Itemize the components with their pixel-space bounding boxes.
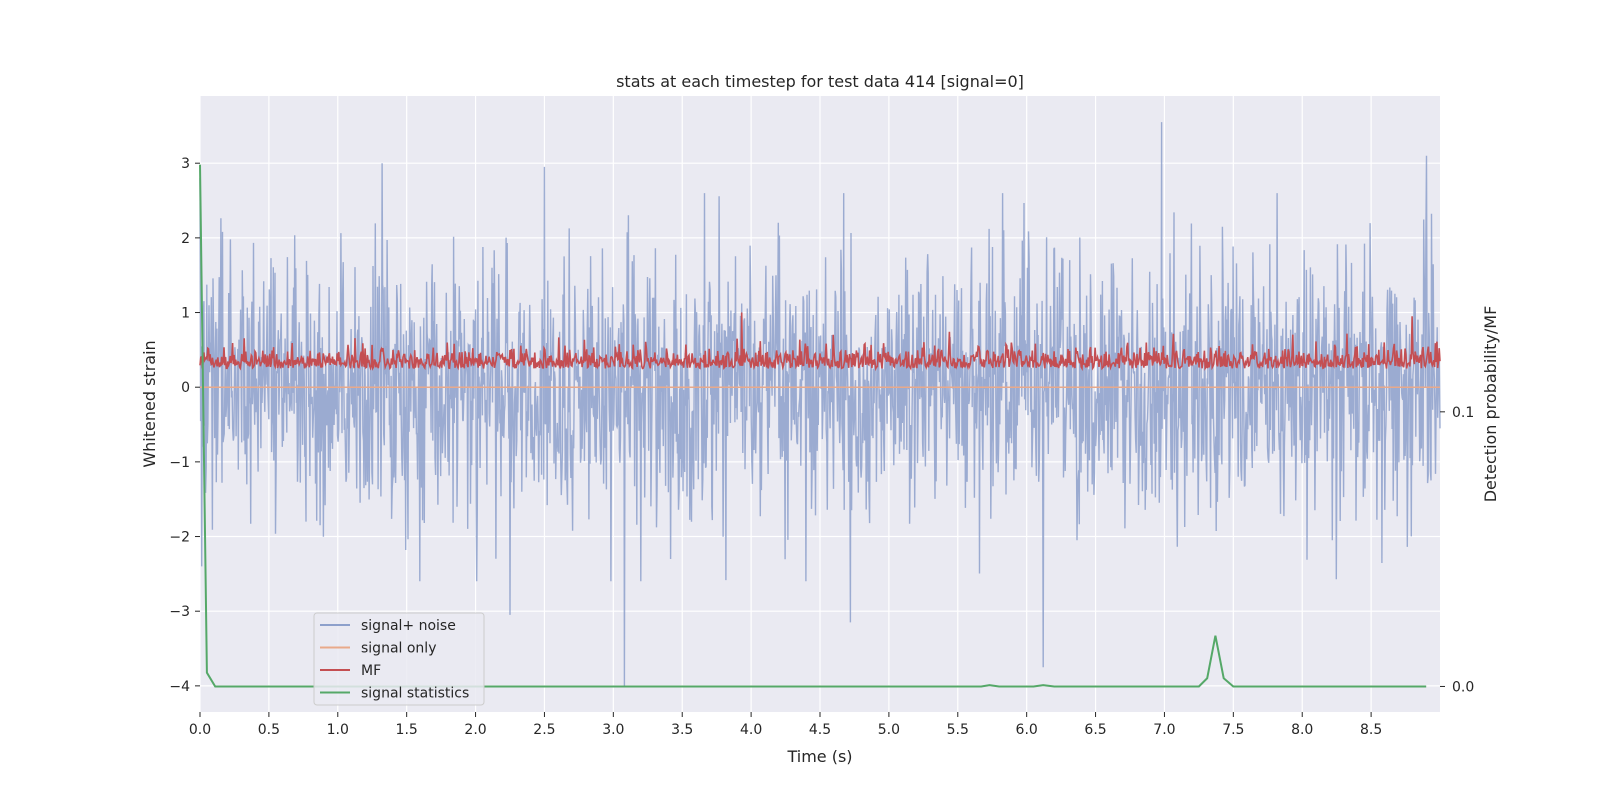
series-signal-plus-noise — [199, 122, 1441, 686]
y-tick-label: 1 — [181, 306, 190, 322]
y-tick-label: −2 — [169, 530, 190, 546]
y2-tick-label: 0.0 — [1452, 679, 1474, 695]
x-tick-label: 1.0 — [327, 722, 349, 738]
y-tick-label: −4 — [169, 679, 190, 695]
y-tick-label: −3 — [169, 604, 190, 620]
y-tick-label: 0 — [181, 380, 190, 396]
x-tick-label: 3.0 — [602, 722, 624, 738]
x-tick-label: 7.5 — [1222, 722, 1244, 738]
y-axis-left: 3 2 1 0 −1 −2 −3 −4 — [169, 156, 200, 695]
x-tick-label: 6.5 — [1084, 722, 1106, 738]
y2-tick-label: 0.1 — [1452, 405, 1474, 421]
x-tick-label: 5.5 — [947, 722, 969, 738]
x-tick-label: 5.0 — [878, 722, 900, 738]
x-tick-label: 4.5 — [809, 722, 831, 738]
x-tick-label: 4.0 — [740, 722, 762, 738]
legend-entry: MF — [361, 663, 381, 679]
x-tick-label: 6.0 — [1016, 722, 1038, 738]
x-tick-label: 3.5 — [671, 722, 693, 738]
x-tick-label: 8.0 — [1291, 722, 1313, 738]
x-tick-label: 0.0 — [189, 722, 211, 738]
legend-entry: signal statistics — [361, 686, 469, 702]
x-tick-label: 7.0 — [1153, 722, 1175, 738]
x-axis: 0.0 0.5 1.0 1.5 2.0 2.5 3.0 3.5 4.0 4.5 5.0 5.5 6.0 6… — [189, 712, 1382, 738]
y-tick-label: 3 — [181, 156, 190, 172]
legend-entry: signal only — [361, 641, 436, 657]
series-mf — [199, 312, 1441, 372]
x-tick-label: 2.0 — [464, 722, 486, 738]
x-tick-label: 0.5 — [258, 722, 280, 738]
y-axis-right: 0.1 0.0 — [1440, 405, 1474, 695]
legend-entry: signal+ noise — [361, 618, 456, 634]
y-axis-label: Whitened strain — [140, 340, 159, 467]
y-tick-label: 2 — [181, 231, 190, 247]
y2-axis-label: Detection probability/MF — [1481, 306, 1500, 503]
x-tick-label: 1.5 — [396, 722, 418, 738]
x-tick-label: 8.5 — [1360, 722, 1382, 738]
chart-title: stats at each timestep for test data 414… — [616, 72, 1024, 91]
x-tick-label: 2.5 — [533, 722, 555, 738]
x-axis-label: Time (s) — [786, 747, 852, 766]
y-tick-label: −1 — [169, 455, 190, 471]
legend-box — [313, 612, 485, 706]
legend: signal+ noise signal only MF signal statist… — [313, 612, 485, 706]
